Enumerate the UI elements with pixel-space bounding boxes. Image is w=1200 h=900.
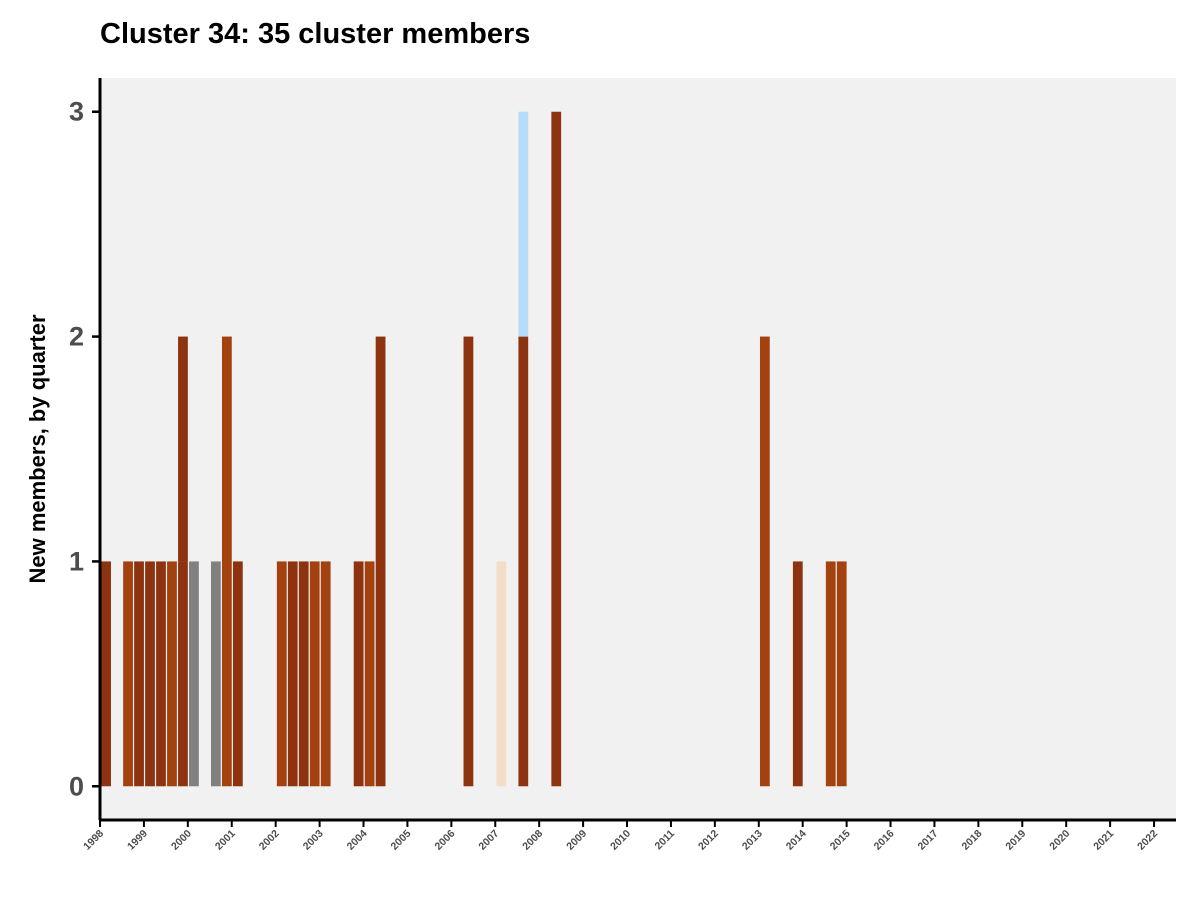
x-tick-label: 2008: [520, 828, 545, 853]
bar-segment: [463, 336, 474, 787]
bar-segment: [551, 111, 562, 787]
bar-segment: [134, 561, 144, 787]
x-tick-label: 2016: [872, 828, 897, 853]
x-tick-label: 2017: [916, 828, 941, 853]
x-tick-label: 2022: [1135, 828, 1160, 853]
bar-segment: [287, 561, 298, 787]
x-tick-label: 1998: [81, 828, 106, 853]
bar-segment: [211, 561, 221, 787]
y-tick-label: 0: [69, 771, 84, 801]
x-tick-label: 2018: [959, 828, 984, 853]
chart-title: Cluster 34: 35 cluster members: [100, 18, 531, 50]
x-tick-label: 2004: [345, 828, 370, 853]
x-tick-label: 2015: [828, 828, 853, 853]
bar-segment: [792, 561, 803, 787]
bar-segment: [496, 561, 507, 787]
plot-panel: [100, 78, 1176, 820]
y-axis-label: New members, by quarter: [25, 314, 50, 583]
x-tick-label: 2001: [213, 828, 238, 853]
y-tick-label: 1: [69, 546, 84, 576]
x-tick-label: 2014: [784, 828, 809, 853]
x-tick-label: 2012: [696, 828, 721, 853]
x-tick-label: 2011: [652, 828, 677, 853]
x-tick-label: 2020: [1047, 828, 1072, 853]
bar-segment: [189, 561, 199, 787]
bar-segment: [145, 561, 155, 787]
x-tick-label: 2002: [257, 828, 282, 853]
bar-segment: [759, 336, 770, 787]
x-tick-label: 2007: [476, 828, 501, 853]
bar-segment: [375, 336, 386, 787]
x-tick-label: 2010: [608, 828, 633, 853]
y-tick-label: 3: [69, 97, 84, 127]
x-tick-label: 1999: [125, 828, 150, 853]
bar-segment: [178, 561, 188, 787]
bar-segment: [320, 561, 331, 787]
bar-segment: [123, 561, 133, 787]
bar-segment: [364, 561, 375, 787]
bar-segment: [309, 561, 320, 787]
x-tick-label: 2005: [389, 828, 414, 853]
x-tick-label: 2003: [301, 828, 326, 853]
bar-segment: [825, 561, 836, 787]
bar-segment: [178, 336, 188, 562]
x-tick-label: 2000: [169, 828, 194, 853]
bar-segment: [101, 561, 111, 787]
y-tick-label: 2: [69, 322, 84, 352]
bar-segment: [518, 111, 529, 337]
x-tick-label: 2009: [564, 828, 589, 853]
x-tick-label: 2019: [1003, 828, 1028, 853]
bar-group: [101, 111, 847, 787]
x-tick-label: 2021: [1091, 828, 1116, 853]
bar-segment: [298, 561, 309, 787]
bar-segment: [156, 561, 166, 787]
x-tick-label: 2006: [432, 828, 457, 853]
bar-segment: [353, 561, 364, 787]
bar-segment: [276, 561, 287, 787]
x-axis-ticks: 1998 1999 2000 2001 2002 2003 2004 2005 2006 2007…: [81, 820, 1160, 853]
x-tick-label: 2013: [740, 828, 765, 853]
bar-segment: [221, 336, 232, 787]
y-axis-ticks: 0 1 2 3: [69, 97, 100, 801]
bar-segment: [167, 561, 177, 787]
bar-segment: [232, 561, 243, 787]
bar-segment: [518, 336, 529, 787]
bar-segment: [836, 561, 847, 787]
